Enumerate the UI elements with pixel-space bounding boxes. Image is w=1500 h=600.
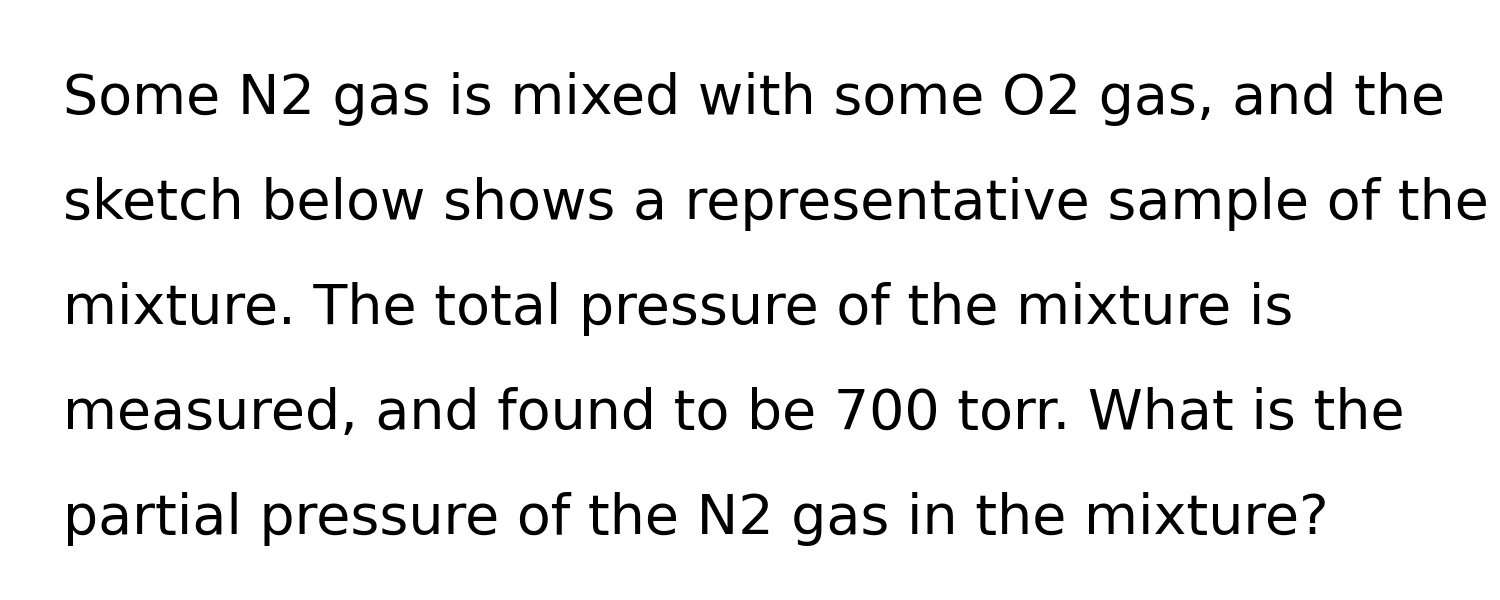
Text: mixture. The total pressure of the mixture is: mixture. The total pressure of the mixtu… bbox=[63, 282, 1293, 336]
Text: Some N2 gas is mixed with some O2 gas, and the: Some N2 gas is mixed with some O2 gas, a… bbox=[63, 72, 1444, 126]
Text: partial pressure of the N2 gas in the mixture?: partial pressure of the N2 gas in the mi… bbox=[63, 492, 1329, 546]
Text: measured, and found to be 700 torr. What is the: measured, and found to be 700 torr. What… bbox=[63, 387, 1404, 441]
Text: sketch below shows a representative sample of the: sketch below shows a representative samp… bbox=[63, 177, 1490, 231]
